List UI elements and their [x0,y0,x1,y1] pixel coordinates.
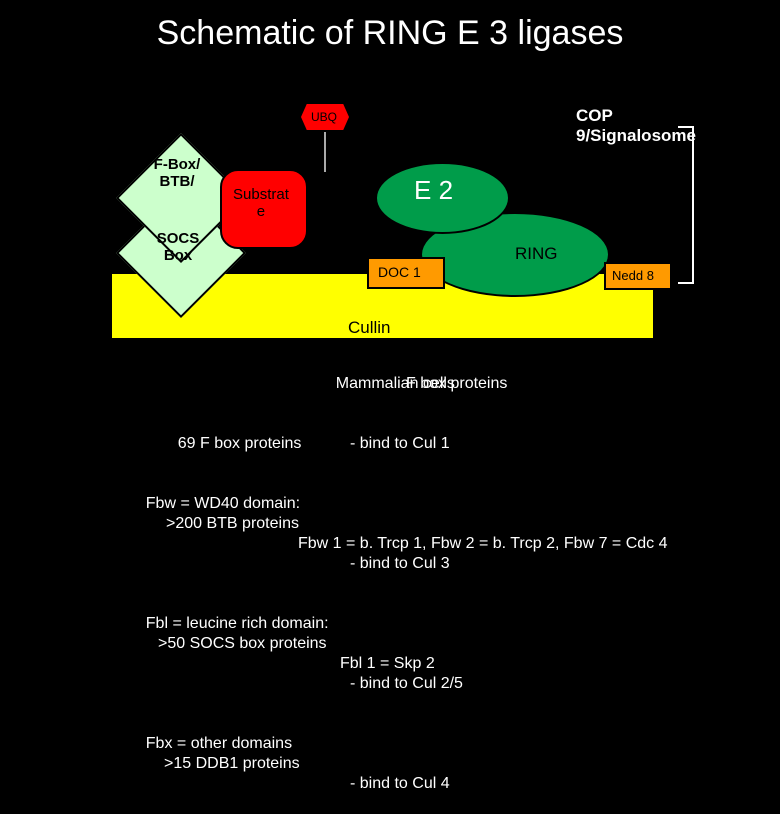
line3a: Fbw = WD40 domain: [146,495,300,512]
cop9-bracket [678,126,694,284]
line5a: Fbx = other domains [146,735,292,752]
line4a-over: >50 SOCS box proteins [158,634,327,654]
ring-label: RING [515,244,558,264]
line3b-over: - bind to Cul 3 [350,554,450,574]
text-block: Mammalian cellsF box proteins 69 F box p… [128,354,688,814]
fbox-btb-label: F-Box/BTB/ [137,156,217,191]
line5a-over: >15 DDB1 proteins [164,754,300,774]
doc1-label: DOC 1 [378,264,421,280]
ubq-stem [324,132,326,172]
line4b: Fbl 1 = Skp 2 [340,654,435,674]
text-line-4: Fbl = leucine rich domain: >50 SOCS box … [128,594,688,714]
text-line-3: Fbw = WD40 domain: >200 BTB proteins Fbw… [128,474,688,594]
text-line-5: Fbx = other domains >15 DDB1 proteins - … [128,714,688,814]
line5b: - bind to Cul 4 [350,774,450,794]
nedd8-label: Nedd 8 [612,268,654,283]
slide-title: Schematic of RING E 3 ligases [0,14,780,53]
substrate-label: Substrate [233,187,289,220]
text-line-2: 69 F box proteins - bind to Cul 1 [128,414,688,474]
e2-label: E 2 [414,175,453,206]
line3b: Fbw 1 = b. Trcp 1, Fbw 2 = b. Trcp 2, Fb… [298,534,668,554]
line4a: Fbl = leucine rich domain: [146,615,329,632]
diagram-area: COP 9/Signalosome Cullin RING Nedd 8 E 2… [110,92,690,352]
fbox-proteins: F box proteins [406,374,507,394]
line2b: - bind to Cul 1 [350,434,450,454]
text-line-1: Mammalian cellsF box proteins [128,354,688,414]
socs-box-label: SOCSBox [138,230,218,265]
line4b-over: - bind to Cul 2/5 [350,674,463,694]
line3a-over: >200 BTB proteins [166,514,299,534]
cullin-label: Cullin [348,318,391,338]
line2a: 69 F box proteins [178,435,302,452]
ubq-label: UBQ [311,110,337,124]
